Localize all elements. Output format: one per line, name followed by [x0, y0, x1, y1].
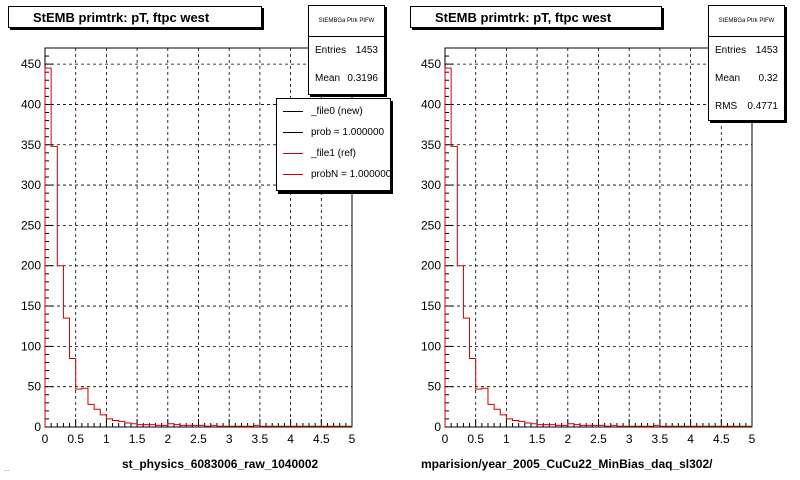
x-tick-label: 3.5 [652, 432, 669, 446]
histogram-series-line [444, 67, 753, 427]
histogram-panel-right: 0 0.5 1 1.5 2 2.5 3 3.5 4 4.5 5 0 50 100 150 200 250 300 3… [400, 0, 800, 480]
x-axis-title: st_physics_6083006_raw_1040002 [122, 457, 319, 471]
x-tick-label: 4.5 [713, 432, 730, 446]
stats-value: 0.32 [758, 73, 778, 84]
stats-box: StEMBGa Ptrk PtFW Entries 1453 Mean 0.32… [708, 5, 785, 121]
stats-label: Entries [715, 45, 747, 56]
x-tick-label: 0 [442, 432, 449, 446]
legend-label: _file0 (new) [311, 106, 363, 117]
plot-frame [444, 47, 753, 428]
x-tick-label: 1.5 [129, 432, 146, 446]
y-tick-label: 50 [428, 380, 442, 394]
plot-title-text: StEMB primtrk: pT, ftpc west [33, 10, 210, 25]
x-tick-label: 0.5 [67, 432, 84, 446]
x-tick-label: 2.5 [590, 432, 607, 446]
legend-line-icon [283, 153, 303, 154]
legend-label: probN = 1.000000 [311, 169, 391, 180]
x-tick-label: 3.5 [252, 432, 269, 446]
y-tick-label: 200 [421, 259, 441, 273]
stats-row-entries: Entries 1453 [309, 37, 384, 65]
x-tick-label: 0 [42, 432, 49, 446]
legend-line-icon [283, 174, 303, 175]
y-tick-label: 200 [21, 259, 41, 273]
x-axis-title: mparision/year_2005_CuCu22_MinBias_daq_s… [421, 457, 713, 471]
x-tick-label: 2 [564, 432, 571, 446]
y-tick-label: 400 [21, 97, 41, 111]
stats-row-mean: Mean 0.3196 [309, 65, 384, 93]
stats-row-mean: Mean 0.32 [709, 65, 784, 93]
x-tick-label: 4.5 [313, 432, 330, 446]
y-tick-label: 150 [21, 299, 41, 313]
x-tick-label: 1.5 [529, 432, 546, 446]
histogram-panel-left: 0 0.5 1 1.5 2 2.5 3 3.5 4 4.5 5 0 50 100 150 200 250 300 3… [4, 5, 391, 473]
x-tick-label: 4 [687, 432, 694, 446]
x-tick-label: 3 [226, 432, 233, 446]
x-tick-label: 4 [287, 432, 294, 446]
stats-box: StEMBGa Ptrk PtFW Entries 1453 Mean 0.31… [308, 5, 385, 95]
y-tick-label: 450 [21, 57, 41, 71]
x-tick-label: 0.5 [467, 432, 484, 446]
stats-row-rms: RMS 0.4771 [709, 93, 784, 121]
x-tick-label: 3 [626, 432, 633, 446]
y-tick-label: 300 [421, 178, 441, 192]
y-tick-label: 100 [421, 339, 441, 353]
y-tick-label: 250 [421, 218, 441, 232]
legend-entry-ref: _file1 (ref) [277, 143, 390, 164]
stats-box-name: StEMBGa Ptrk PtFW [309, 6, 384, 37]
stats-row-entries: Entries 1453 [709, 37, 784, 65]
y-tick-label: 50 [28, 380, 42, 394]
y-tick-label: 250 [21, 218, 41, 232]
x-tick-label: 5 [749, 432, 756, 446]
y-tick-label: 400 [421, 97, 441, 111]
stats-box-name: StEMBGa Ptrk PtFW [709, 6, 784, 37]
stats-label: Mean [715, 73, 741, 84]
stats-label: Entries [315, 45, 347, 56]
y-tick-label: 100 [21, 339, 41, 353]
footer-text: ... [4, 466, 10, 473]
stats-value: 0.4771 [747, 101, 778, 112]
legend: _file0 (new) prob = 1.000000 _file1 (ref… [276, 98, 391, 191]
stats-value: 1453 [755, 45, 778, 56]
legend-entry-probn: probN = 1.000000 [277, 164, 390, 185]
legend-line-icon [283, 132, 303, 133]
y-tick-label: 350 [421, 138, 441, 152]
x-tick-label: 2 [164, 432, 171, 446]
x-tick-label: 1 [103, 432, 110, 446]
stats-value: 0.3196 [347, 73, 378, 84]
y-tick-label: 450 [421, 57, 441, 71]
plot-title: StEMB primtrk: pT, ftpc west [410, 6, 662, 28]
histogram-series-line [44, 67, 353, 427]
y-tick-label: 0 [434, 420, 441, 434]
legend-entry-new: _file0 (new) [277, 101, 390, 122]
stats-value: 1453 [355, 45, 378, 56]
histogram-plot-right: 0 0.5 1 1.5 2 2.5 3 3.5 4 4.5 50501001502002503003… [421, 47, 756, 446]
x-tick-label: 5 [349, 432, 356, 446]
legend-label: _file1 (ref) [311, 148, 357, 159]
stats-label: RMS [715, 101, 738, 112]
y-tick-label: 300 [21, 178, 41, 192]
plot-title-text: StEMB primtrk: pT, ftpc west [435, 10, 612, 25]
legend-label: prob = 1.000000 [311, 127, 385, 138]
y-tick-label: 350 [21, 138, 41, 152]
stats-label: Mean [315, 73, 341, 84]
legend-entry-prob: prob = 1.000000 [277, 122, 390, 143]
x-tick-label: 1 [503, 432, 510, 446]
y-tick-label: 150 [421, 299, 441, 313]
legend-line-icon [283, 111, 303, 112]
x-tick-label: 2.5 [190, 432, 207, 446]
plot-title: StEMB primtrk: pT, ftpc west [8, 6, 262, 28]
y-tick-label: 0 [34, 420, 41, 434]
